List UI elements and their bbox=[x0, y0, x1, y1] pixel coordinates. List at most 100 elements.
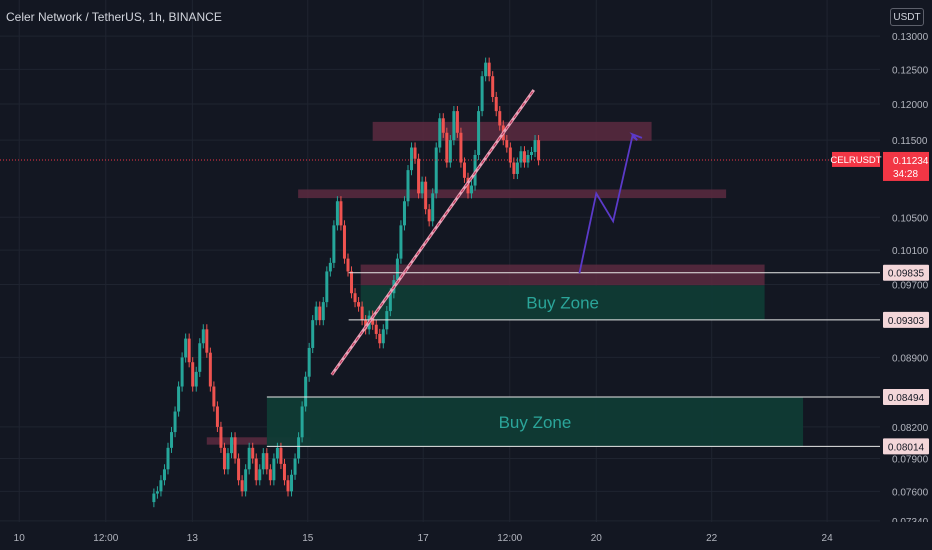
bar-countdown: 34:28 bbox=[893, 169, 918, 180]
symbol-label-bg bbox=[832, 151, 880, 167]
candle-14 bbox=[201, 329, 205, 344]
candle-3 bbox=[162, 469, 166, 481]
candle-101 bbox=[508, 147, 512, 163]
zones-layer: Buy Zone Buy Zone bbox=[206, 121, 804, 447]
level-label-bg-2 bbox=[883, 389, 929, 406]
candle-10 bbox=[187, 338, 191, 363]
symbol-label: CELRUSDT bbox=[830, 155, 881, 166]
candle-63 bbox=[374, 324, 378, 334]
y-tick-6: 0.09700 bbox=[892, 280, 929, 291]
candle-7 bbox=[177, 386, 181, 412]
buy-zone-label-0: Buy Zone bbox=[526, 294, 599, 313]
candle-106 bbox=[526, 154, 530, 163]
candle-105 bbox=[522, 151, 526, 163]
candle-100 bbox=[505, 140, 509, 148]
x-tick-0: 10 bbox=[14, 533, 26, 544]
candles-layer bbox=[152, 57, 541, 508]
candle-58 bbox=[357, 302, 361, 307]
y-tick-5: 0.10100 bbox=[892, 246, 929, 257]
candle-37 bbox=[282, 463, 286, 481]
candle-45 bbox=[311, 320, 315, 348]
candle-59 bbox=[360, 306, 364, 321]
level-label-bg-3 bbox=[883, 438, 929, 455]
candle-84 bbox=[448, 140, 452, 163]
candle-95 bbox=[487, 62, 491, 77]
candle-49 bbox=[325, 271, 329, 303]
candle-80 bbox=[434, 147, 438, 194]
candle-31 bbox=[261, 453, 265, 470]
level-label-bg-1 bbox=[883, 311, 929, 328]
candle-27 bbox=[247, 447, 251, 470]
candle-94 bbox=[484, 62, 488, 77]
candle-1 bbox=[155, 491, 159, 494]
candle-76 bbox=[420, 181, 424, 194]
overlays-layer bbox=[0, 89, 880, 447]
level-label-0: 0.09835 bbox=[888, 269, 925, 280]
level-label-bg-0 bbox=[883, 264, 929, 281]
candle-104 bbox=[519, 151, 523, 163]
candle-17 bbox=[212, 386, 216, 407]
candle-54 bbox=[342, 225, 346, 259]
x-tick-6: 20 bbox=[591, 533, 603, 544]
candle-4 bbox=[166, 447, 170, 470]
candle-69 bbox=[395, 258, 399, 281]
supply-zone-0 bbox=[372, 121, 652, 141]
candle-83 bbox=[445, 132, 449, 163]
candle-107 bbox=[530, 151, 534, 155]
candle-96 bbox=[491, 76, 495, 97]
y-tick-2: 0.12000 bbox=[892, 100, 929, 111]
y-tick-1: 0.12500 bbox=[892, 65, 929, 76]
candle-109 bbox=[537, 140, 541, 161]
candle-93 bbox=[480, 76, 484, 112]
supply-zone-3 bbox=[206, 437, 311, 445]
x-tick-4: 17 bbox=[418, 533, 430, 544]
x-tick-7: 22 bbox=[706, 533, 718, 544]
current-price-value: 0.11234 bbox=[893, 156, 929, 167]
candle-12 bbox=[194, 371, 198, 387]
candle-11 bbox=[191, 362, 195, 387]
candle-29 bbox=[254, 458, 258, 481]
candle-82 bbox=[441, 118, 445, 133]
level-label-2: 0.08494 bbox=[888, 393, 925, 404]
candle-44 bbox=[307, 347, 311, 377]
projection-path[interactable] bbox=[578, 132, 643, 274]
candle-89 bbox=[466, 177, 470, 194]
candle-34 bbox=[272, 458, 276, 481]
candle-41 bbox=[297, 437, 301, 459]
x-tick-3: 15 bbox=[302, 533, 314, 544]
currency-button[interactable]: USDT bbox=[890, 8, 924, 26]
candle-81 bbox=[438, 118, 442, 148]
x-tick-8: 24 bbox=[822, 533, 834, 544]
time-axis-bg bbox=[0, 522, 932, 550]
candle-21 bbox=[226, 453, 230, 470]
candle-78 bbox=[427, 209, 431, 222]
price-labels: 0.09835 0.09303 0.08494 0.08014 CELRUSDT 0.11… bbox=[830, 151, 929, 455]
candle-19 bbox=[219, 426, 223, 448]
candle-28 bbox=[251, 447, 255, 459]
level-label-3: 0.08014 bbox=[888, 442, 925, 453]
candle-65 bbox=[381, 329, 385, 344]
candle-72 bbox=[406, 170, 410, 202]
candle-50 bbox=[328, 262, 332, 272]
candle-86 bbox=[455, 111, 459, 133]
y-tick-4: 0.10500 bbox=[892, 213, 929, 224]
candle-87 bbox=[459, 132, 463, 163]
candle-24 bbox=[237, 458, 241, 481]
candle-20 bbox=[222, 447, 226, 470]
candle-102 bbox=[512, 162, 516, 174]
time-axis[interactable]: 10 12:00 13 15 17 12:00 20 22 24 bbox=[0, 522, 932, 550]
y-tick-7: 0.08900 bbox=[892, 353, 929, 364]
candle-51 bbox=[332, 225, 336, 263]
candle-42 bbox=[300, 406, 304, 438]
buy-zone-label-1: Buy Zone bbox=[499, 413, 572, 432]
candle-36 bbox=[279, 447, 283, 464]
current-price-label-bg bbox=[883, 151, 929, 181]
candle-98 bbox=[498, 111, 502, 126]
y-tick-8: 0.08200 bbox=[892, 423, 929, 434]
candle-26 bbox=[244, 469, 248, 492]
candle-97 bbox=[494, 96, 498, 112]
candle-57 bbox=[353, 293, 357, 303]
candle-8 bbox=[180, 357, 184, 387]
candle-88 bbox=[462, 162, 466, 178]
